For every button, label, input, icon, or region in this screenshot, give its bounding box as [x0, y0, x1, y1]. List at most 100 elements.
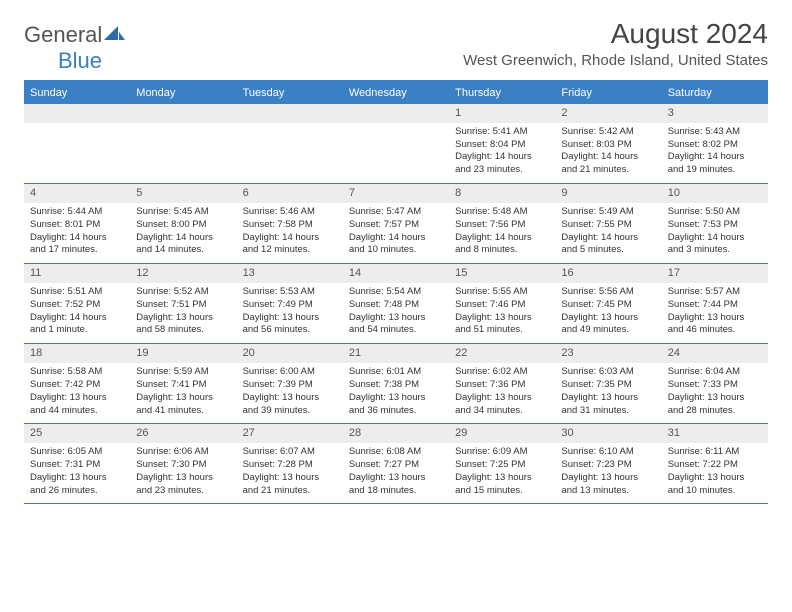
sunrise-text: Sunrise: 5:44 AM — [30, 206, 124, 219]
daylight-text: Daylight: 13 hours and 44 minutes. — [30, 392, 124, 418]
sunset-text: Sunset: 7:57 PM — [349, 219, 443, 232]
day-cell: 30Sunrise: 6:10 AMSunset: 7:23 PMDayligh… — [555, 424, 661, 503]
day-number: 14 — [343, 264, 449, 283]
sunrise-text: Sunrise: 6:11 AM — [668, 446, 762, 459]
sunset-text: Sunset: 7:36 PM — [455, 379, 549, 392]
sunset-text: Sunset: 8:01 PM — [30, 219, 124, 232]
sunrise-text: Sunrise: 5:59 AM — [136, 366, 230, 379]
day-body: Sunrise: 5:58 AMSunset: 7:42 PMDaylight:… — [24, 363, 130, 423]
brand-text: General Blue — [24, 22, 126, 74]
day-number: 16 — [555, 264, 661, 283]
day-body — [343, 123, 449, 181]
daylight-text: Daylight: 14 hours and 17 minutes. — [30, 232, 124, 258]
day-number: 7 — [343, 184, 449, 203]
day-cell: 21Sunrise: 6:01 AMSunset: 7:38 PMDayligh… — [343, 344, 449, 423]
sunset-text: Sunset: 7:52 PM — [30, 299, 124, 312]
day-body: Sunrise: 6:04 AMSunset: 7:33 PMDaylight:… — [662, 363, 768, 423]
daylight-text: Daylight: 13 hours and 56 minutes. — [243, 312, 337, 338]
day-body: Sunrise: 5:53 AMSunset: 7:49 PMDaylight:… — [237, 283, 343, 343]
sunrise-text: Sunrise: 5:52 AM — [136, 286, 230, 299]
day-cell: 19Sunrise: 5:59 AMSunset: 7:41 PMDayligh… — [130, 344, 236, 423]
daylight-text: Daylight: 13 hours and 51 minutes. — [455, 312, 549, 338]
sunrise-text: Sunrise: 5:41 AM — [455, 126, 549, 139]
sunrise-text: Sunrise: 5:48 AM — [455, 206, 549, 219]
sunset-text: Sunset: 7:55 PM — [561, 219, 655, 232]
day-body: Sunrise: 5:47 AMSunset: 7:57 PMDaylight:… — [343, 203, 449, 263]
sunrise-text: Sunrise: 5:49 AM — [561, 206, 655, 219]
sunset-text: Sunset: 7:33 PM — [668, 379, 762, 392]
daylight-text: Daylight: 14 hours and 12 minutes. — [243, 232, 337, 258]
sunrise-text: Sunrise: 5:55 AM — [455, 286, 549, 299]
week-row: 25Sunrise: 6:05 AMSunset: 7:31 PMDayligh… — [24, 424, 768, 504]
sunrise-text: Sunrise: 5:51 AM — [30, 286, 124, 299]
day-number: 27 — [237, 424, 343, 443]
day-cell: 3Sunrise: 5:43 AMSunset: 8:02 PMDaylight… — [662, 104, 768, 183]
day-body: Sunrise: 6:03 AMSunset: 7:35 PMDaylight:… — [555, 363, 661, 423]
day-cell: 31Sunrise: 6:11 AMSunset: 7:22 PMDayligh… — [662, 424, 768, 503]
day-cell — [343, 104, 449, 183]
sunrise-text: Sunrise: 5:57 AM — [668, 286, 762, 299]
sunset-text: Sunset: 7:46 PM — [455, 299, 549, 312]
day-body: Sunrise: 5:52 AMSunset: 7:51 PMDaylight:… — [130, 283, 236, 343]
sunset-text: Sunset: 7:27 PM — [349, 459, 443, 472]
sunrise-text: Sunrise: 5:42 AM — [561, 126, 655, 139]
day-body: Sunrise: 5:43 AMSunset: 8:02 PMDaylight:… — [662, 123, 768, 183]
daylight-text: Daylight: 14 hours and 10 minutes. — [349, 232, 443, 258]
day-cell: 16Sunrise: 5:56 AMSunset: 7:45 PMDayligh… — [555, 264, 661, 343]
day-body: Sunrise: 6:10 AMSunset: 7:23 PMDaylight:… — [555, 443, 661, 503]
day-cell — [237, 104, 343, 183]
daylight-text: Daylight: 13 hours and 28 minutes. — [668, 392, 762, 418]
sunset-text: Sunset: 7:56 PM — [455, 219, 549, 232]
day-cell: 17Sunrise: 5:57 AMSunset: 7:44 PMDayligh… — [662, 264, 768, 343]
day-cell: 29Sunrise: 6:09 AMSunset: 7:25 PMDayligh… — [449, 424, 555, 503]
day-number: 29 — [449, 424, 555, 443]
day-cell: 24Sunrise: 6:04 AMSunset: 7:33 PMDayligh… — [662, 344, 768, 423]
brand-part2: Blue — [24, 48, 102, 73]
sunset-text: Sunset: 7:28 PM — [243, 459, 337, 472]
sunrise-text: Sunrise: 5:54 AM — [349, 286, 443, 299]
day-cell: 4 Sunrise: 5:44 AMSunset: 8:01 PMDaylight… — [24, 184, 130, 263]
day-number: 12 — [130, 264, 236, 283]
sunset-text: Sunset: 7:38 PM — [349, 379, 443, 392]
sunrise-text: Sunrise: 5:58 AM — [30, 366, 124, 379]
day-body: Sunrise: 5:55 AMSunset: 7:46 PMDaylight:… — [449, 283, 555, 343]
sunset-text: Sunset: 8:04 PM — [455, 139, 549, 152]
sunset-text: Sunset: 7:39 PM — [243, 379, 337, 392]
day-body: Sunrise: 5:49 AMSunset: 7:55 PMDaylight:… — [555, 203, 661, 263]
sunset-text: Sunset: 7:25 PM — [455, 459, 549, 472]
daylight-text: Daylight: 14 hours and 8 minutes. — [455, 232, 549, 258]
sunrise-text: Sunrise: 6:09 AM — [455, 446, 549, 459]
day-body — [237, 123, 343, 181]
day-number — [343, 104, 449, 123]
daylight-text: Daylight: 14 hours and 5 minutes. — [561, 232, 655, 258]
day-number: 22 — [449, 344, 555, 363]
week-row: 1Sunrise: 5:41 AMSunset: 8:04 PMDaylight… — [24, 104, 768, 184]
week-row: 11Sunrise: 5:51 AMSunset: 7:52 PMDayligh… — [24, 264, 768, 344]
weekday-header: Wednesday — [343, 82, 449, 104]
calendar-page: General Blue August 2024 West Greenwich,… — [0, 0, 792, 516]
week-row: 18Sunrise: 5:58 AMSunset: 7:42 PMDayligh… — [24, 344, 768, 424]
day-body: Sunrise: 6:09 AMSunset: 7:25 PMDaylight:… — [449, 443, 555, 503]
day-number: 11 — [24, 264, 130, 283]
day-cell: 8Sunrise: 5:48 AMSunset: 7:56 PMDaylight… — [449, 184, 555, 263]
day-number — [130, 104, 236, 123]
day-cell: 22Sunrise: 6:02 AMSunset: 7:36 PMDayligh… — [449, 344, 555, 423]
weekday-header: Monday — [130, 82, 236, 104]
sunrise-text: Sunrise: 5:56 AM — [561, 286, 655, 299]
sunrise-text: Sunrise: 5:45 AM — [136, 206, 230, 219]
day-cell: 23Sunrise: 6:03 AMSunset: 7:35 PMDayligh… — [555, 344, 661, 423]
sunrise-text: Sunrise: 5:46 AM — [243, 206, 337, 219]
daylight-text: Daylight: 13 hours and 34 minutes. — [455, 392, 549, 418]
day-number: 28 — [343, 424, 449, 443]
daylight-text: Daylight: 14 hours and 1 minute. — [30, 312, 124, 338]
weekday-header: Saturday — [662, 82, 768, 104]
day-number: 6 — [237, 184, 343, 203]
day-number: 5 — [130, 184, 236, 203]
sunset-text: Sunset: 7:51 PM — [136, 299, 230, 312]
day-cell: 6Sunrise: 5:46 AMSunset: 7:58 PMDaylight… — [237, 184, 343, 263]
day-number: 4 — [24, 184, 130, 203]
day-body: Sunrise: 5:46 AMSunset: 7:58 PMDaylight:… — [237, 203, 343, 263]
day-cell: 11 Sunrise: 5:51 AMSunset: 7:52 PMDayligh… — [24, 264, 130, 343]
day-cell: 25Sunrise: 6:05 AMSunset: 7:31 PMDayligh… — [24, 424, 130, 503]
sunset-text: Sunset: 7:45 PM — [561, 299, 655, 312]
